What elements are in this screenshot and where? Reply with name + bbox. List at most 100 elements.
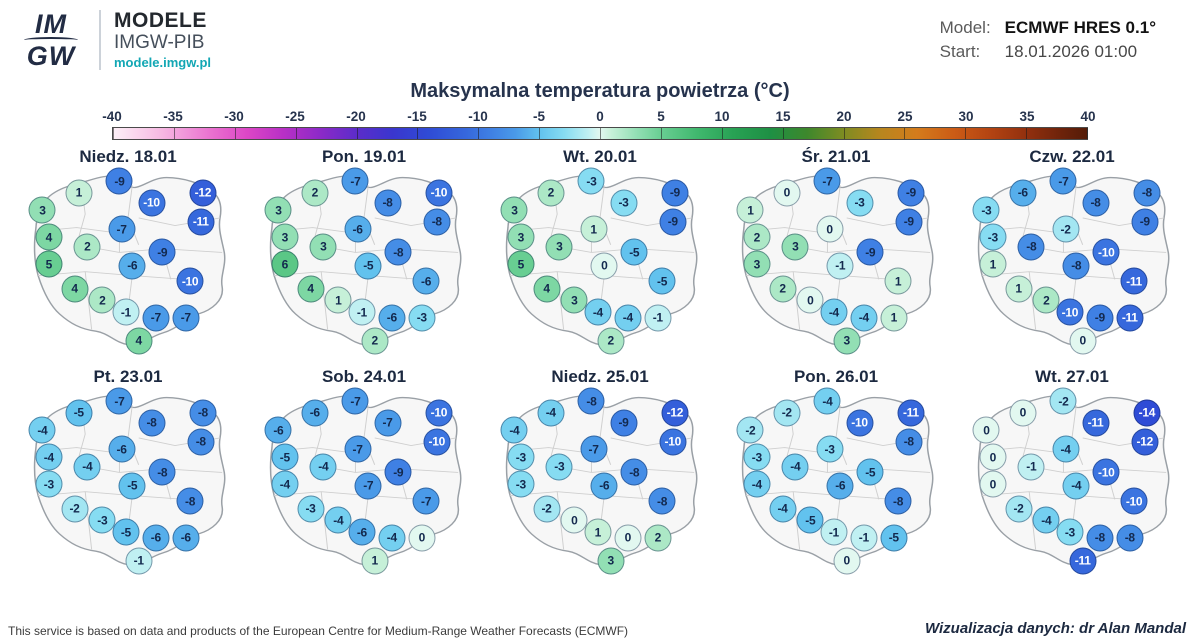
temp-bubble: 0 [1009, 399, 1037, 427]
temp-bubble: 2 [88, 286, 116, 314]
temp-bubble: -3 [507, 443, 535, 471]
temp-bubble: -1 [348, 298, 376, 326]
temp-bubble: -4 [743, 470, 771, 498]
temp-bubble: 2 [537, 179, 565, 207]
temp-bubble: -4 [813, 387, 841, 415]
brand-url-link[interactable]: modele.imgw.pl [114, 55, 212, 70]
temp-bubble: -7 [813, 167, 841, 195]
colorbar-tick-mark [173, 128, 175, 139]
temp-bubble: -9 [1131, 208, 1159, 236]
temp-bubble: 2 [769, 275, 796, 303]
brand-subtitle: IMGW-PIB [114, 32, 205, 53]
temp-bubble: 4 [35, 223, 63, 251]
temp-bubble: -4 [378, 524, 406, 552]
temp-bubble: -10 [659, 428, 687, 456]
temp-bubble: -8 [620, 458, 648, 486]
temp-bubble: -7 [354, 472, 382, 500]
temp-bubble: -10 [176, 267, 204, 295]
map-title: Pt. 23.01 [93, 367, 163, 386]
temp-bubble: -7 [142, 304, 170, 332]
footer-note: This service is based on data and produc… [8, 624, 629, 638]
temp-bubble: 5 [35, 250, 63, 278]
colorbar-tick-label: 5 [657, 109, 665, 124]
temp-bubble: 0 [408, 524, 436, 552]
temp-bubble: -10 [1120, 487, 1148, 515]
temp-bubble: -5 [880, 524, 908, 552]
temp-bubble: -3 [972, 196, 1000, 224]
temp-bubble: -6 [348, 518, 376, 546]
map-title: Wt. 27.01 [1035, 367, 1109, 386]
temp-bubble: -7 [172, 304, 200, 332]
forecast-map-1: Niedz. 18.01 1 -9 -10 -12 -11 3 -7 4 2 -9 -6 5 -10 4 2… [10, 146, 246, 366]
model-info: Model: ECMWF HRES 0.1° Start: 18.01.2026… [940, 18, 1156, 62]
temp-bubble: 2 [1032, 286, 1060, 314]
temp-bubble: 4 [125, 327, 153, 355]
temp-bubble: 3 [264, 196, 292, 224]
temp-bubble: 0 [1069, 327, 1097, 355]
temp-bubble: -4 [781, 453, 809, 481]
temp-bubble: -9 [1086, 304, 1114, 332]
colorbar-tick-mark [417, 128, 419, 139]
temp-bubble: 4 [61, 275, 88, 303]
temp-bubble: -6 [142, 524, 170, 552]
temp-bubble: -2 [1052, 215, 1080, 243]
poland-map: -5 -7 -8 -8 -8 -4 -6 -4 -4 -8 -5 -3 -8 -2 -3 -5 -6 -6 -1 [21, 387, 235, 580]
temp-bubble: -8 [577, 387, 605, 415]
temp-bubble: -4 [584, 298, 612, 326]
model-label: Model: [939, 18, 991, 37]
temp-bubble: 3 [28, 196, 56, 224]
imgw-logo-wave [24, 37, 78, 43]
temp-bubble: -3 [507, 470, 535, 498]
temp-bubble: -4 [500, 416, 528, 444]
temp-bubble: -4 [850, 304, 878, 332]
temp-bubble: -6 [301, 399, 329, 427]
temp-bubble: -5 [65, 399, 93, 427]
colorbar-tick-mark [600, 128, 601, 139]
temp-bubble: -8 [189, 399, 217, 427]
temp-bubble: -4 [614, 304, 642, 332]
temp-bubble: -8 [1017, 233, 1045, 261]
temp-bubble: -6 [118, 252, 146, 280]
temp-bubble: -6 [412, 267, 440, 295]
colorbar-tick-label: 20 [836, 109, 852, 124]
temp-bubble: -3 [816, 435, 844, 463]
temp-bubble: 3 [597, 547, 625, 575]
temp-bubble: -10 [1092, 238, 1120, 266]
imgw-logo-text-top: IM [35, 9, 67, 39]
temp-bubble: -7 [1049, 167, 1077, 195]
temp-bubble: -7 [344, 435, 372, 463]
temp-bubble: -7 [108, 215, 136, 243]
temp-bubble: 0 [590, 252, 618, 280]
temp-bubble: -8 [1082, 189, 1110, 217]
temp-bubble: 0 [979, 470, 1007, 498]
start-label: Start: [939, 42, 981, 61]
colorbar-tick-mark [843, 128, 845, 139]
temp-bubble: -12 [189, 179, 217, 207]
colorbar-gradient [112, 127, 1088, 140]
brand-title: MODELE [114, 9, 207, 32]
colorbar-tick-label: -35 [163, 109, 183, 124]
temp-bubble: 0 [773, 179, 801, 207]
temp-bubble: 0 [796, 286, 824, 314]
map-title: Sob. 24.01 [321, 367, 407, 386]
map-title: Pon. 19.01 [321, 147, 407, 166]
colorbar-tick-label: -5 [532, 109, 546, 124]
temp-bubble: -6 [344, 215, 372, 243]
temp-bubble: -5 [112, 518, 140, 546]
temp-bubble: -10 [1056, 298, 1084, 326]
temp-bubble: 0 [833, 547, 861, 575]
temp-bubble: 2 [301, 179, 329, 207]
colorbar-tick-mark [356, 128, 358, 139]
temp-bubble: 2 [743, 223, 771, 251]
forecast-map-2: Pon. 19.01 2 -7 -8 -10 -8 3 -6 3 3 -8 -5 6 -6 4 1 -1 -6-… [246, 146, 482, 366]
forecast-map-3: Wt. 20.01 2 -3 -3 -9 -9 3 1 3 3 -5 0 5 -5 4 3 -4 -4 -1 2 [482, 146, 718, 366]
model-value: ECMWF HRES 0.1° [1004, 18, 1156, 37]
temp-bubble: 1 [1005, 275, 1032, 303]
temp-bubble: -9 [897, 179, 925, 207]
temp-bubble: -10 [425, 399, 453, 427]
header-left: IM GW MODELE IMGW-PIB modele.imgw.pl [16, 10, 211, 70]
temp-bubble: -11 [1069, 547, 1097, 575]
temp-bubble: -3 [88, 506, 116, 534]
footer-credit: Wizualizacja danych: dr Alan Mandal [924, 620, 1186, 637]
temp-bubble: -9 [895, 208, 923, 236]
